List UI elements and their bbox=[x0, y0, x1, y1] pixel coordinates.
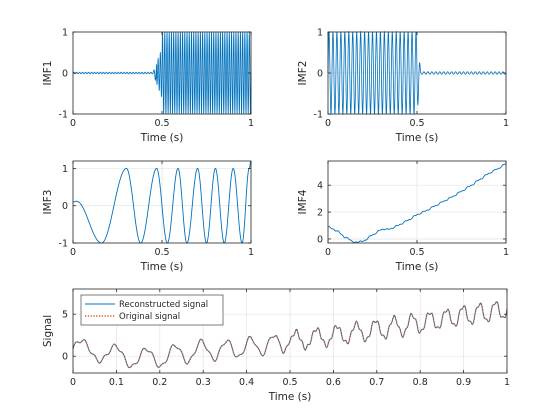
x-tick-label: 1 bbox=[504, 377, 510, 388]
x-tick-label: 1 bbox=[503, 118, 509, 129]
x-tick-label: 0 bbox=[70, 118, 76, 129]
x-tick-label: 0.2 bbox=[152, 377, 167, 388]
y-tick-label: -1 bbox=[59, 110, 68, 121]
x-tick-label: 0.6 bbox=[326, 377, 341, 388]
y-tick-label: 1 bbox=[62, 164, 68, 175]
imf2-line bbox=[327, 30, 507, 116]
imf4-axes: 0 0.5 1 0 2 4 Time (s) IMF4 bbox=[297, 160, 509, 273]
x-tick-label: 1 bbox=[503, 247, 509, 258]
x-axis-label: Time (s) bbox=[395, 261, 439, 273]
x-axis-label: Time (s) bbox=[395, 132, 439, 144]
x-tick-label: 0.5 bbox=[154, 247, 169, 258]
y-tick-label: 1 bbox=[62, 28, 68, 39]
x-tick-label: 0.1 bbox=[109, 377, 124, 388]
reconstructed-signal-line bbox=[72, 301, 508, 369]
y-axis-label: IMF4 bbox=[297, 189, 309, 214]
x-tick-label: 0 bbox=[70, 247, 76, 258]
y-tick-label: -1 bbox=[314, 110, 323, 121]
y-tick-label: 5 bbox=[62, 310, 68, 321]
y-tick-label: 0 bbox=[62, 352, 68, 363]
legend-label: Original signal bbox=[119, 312, 180, 322]
x-tick-label: 0.5 bbox=[154, 118, 169, 129]
legend-label: Reconstructed signal bbox=[119, 300, 208, 310]
x-tick-label: 0.5 bbox=[282, 377, 297, 388]
x-axis-label: Time (s) bbox=[268, 391, 312, 403]
x-tick-label: 0.7 bbox=[369, 377, 384, 388]
imf1-line bbox=[72, 32, 252, 114]
y-tick-label: -1 bbox=[59, 239, 68, 250]
y-tick-label: 4 bbox=[317, 181, 323, 192]
y-tick-label: 0 bbox=[62, 201, 68, 212]
y-axis-label: IMF1 bbox=[42, 61, 54, 86]
legend: Reconstructed signal Original signal bbox=[80, 294, 224, 326]
x-tick-label: 0 bbox=[70, 377, 76, 388]
x-tick-label: 0 bbox=[325, 247, 331, 258]
x-tick-label: 0.4 bbox=[239, 377, 254, 388]
signal-axes: 0 0.1 0.2 0.3 0.4 0.5 0.6 0.7 0.8 0.9 1 0 5 Time (s) S… bbox=[42, 288, 510, 403]
y-axis-label: IMF3 bbox=[42, 190, 54, 215]
x-tick-label: 1 bbox=[248, 118, 254, 129]
y-tick-label: 1 bbox=[317, 28, 323, 39]
imf3-line bbox=[73, 160, 252, 244]
x-axis-label: Time (s) bbox=[140, 132, 184, 144]
x-tick-label: 0.5 bbox=[409, 247, 424, 258]
x-tick-label: 0.9 bbox=[456, 377, 471, 388]
x-tick-label: 0.8 bbox=[413, 377, 428, 388]
x-tick-label: 1 bbox=[248, 247, 254, 258]
y-tick-label: 2 bbox=[317, 208, 323, 219]
legend-box bbox=[80, 294, 224, 326]
x-tick-label: 0 bbox=[325, 118, 331, 129]
x-axis-label: Time (s) bbox=[140, 261, 184, 273]
y-tick-label: 0 bbox=[317, 234, 323, 245]
imf4-line bbox=[327, 163, 507, 244]
y-tick-label: 0 bbox=[317, 69, 323, 80]
x-tick-label: 0.5 bbox=[409, 118, 424, 129]
y-axis-label: Signal bbox=[42, 315, 54, 347]
y-tick-label: 0 bbox=[62, 69, 68, 80]
y-axis-label: IMF2 bbox=[297, 61, 309, 86]
x-tick-label: 0.3 bbox=[196, 377, 211, 388]
